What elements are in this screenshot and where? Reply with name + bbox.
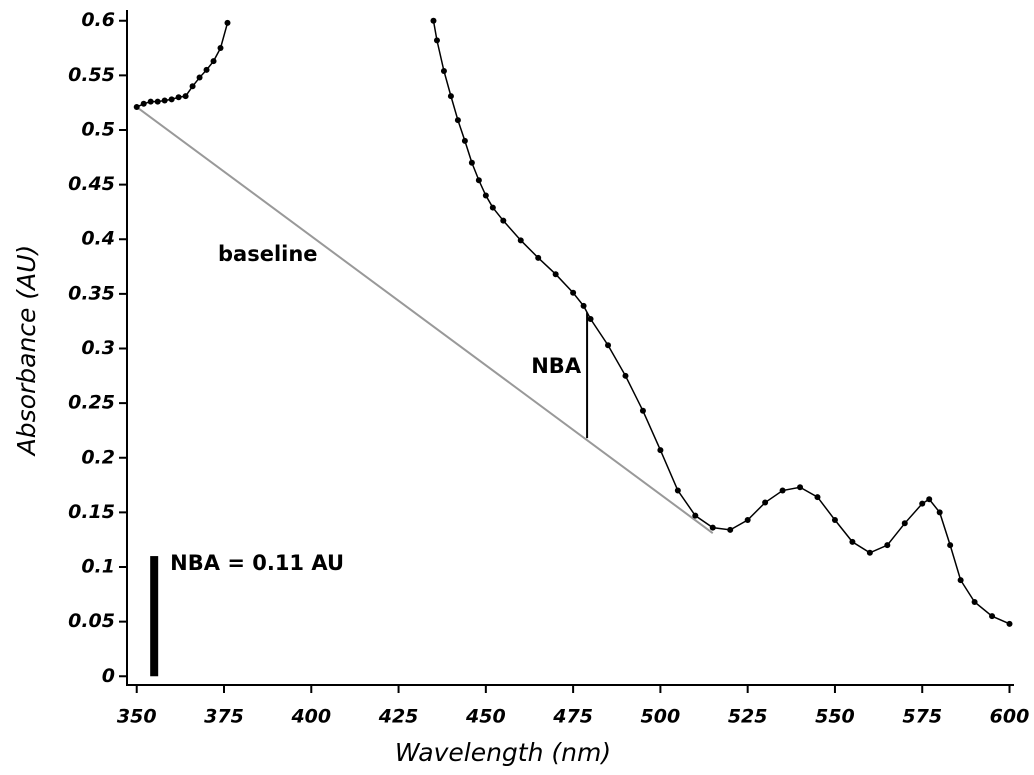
data-point [971,598,978,605]
data-point [797,484,804,491]
y-tick-label: 0.6 [81,9,115,31]
y-tick-label: 0.45 [68,173,115,195]
data-point [622,372,629,379]
data-point [140,100,147,107]
data-point [535,254,542,261]
data-point [947,542,954,549]
y-tick-label: 0.05 [68,610,115,632]
data-point [570,289,577,296]
y-tick-label: 0.2 [81,446,115,468]
data-point [430,17,437,24]
data-point [849,538,856,545]
data-point [147,98,154,105]
x-tick-label: 550 [815,706,855,728]
nba-bar [150,556,159,677]
data-point [175,94,182,101]
x-tick-label: 400 [290,706,331,728]
data-point [210,58,217,65]
y-tick-label: 0 [102,665,115,687]
nba-label: NBA [531,354,582,378]
data-point [454,117,461,124]
baseline-label: baseline [218,242,318,266]
y-tick-label: 0.55 [68,64,115,86]
data-point [587,316,594,323]
data-point [727,526,734,533]
data-point [196,74,203,81]
y-axis-label: Absorbance (AU) [12,245,41,458]
y-tick-label: 0.4 [81,228,115,250]
y-tick-label: 0.3 [81,337,115,359]
y-tick-label: 0.35 [68,282,115,304]
data-point [224,19,231,26]
nba-bar-label: NBA = 0.11 AU [170,551,344,575]
x-tick-label: 600 [990,706,1030,728]
x-tick-label: 350 [117,706,157,728]
series-line [136,20,1010,625]
y-tick-label: 0.5 [81,118,115,140]
data-point [657,447,664,454]
data-point [440,67,447,74]
data-point [989,613,996,620]
y-tick-label: 0.1 [81,556,115,578]
data-point [814,494,821,501]
data-point [884,542,891,549]
x-tick-label: 375 [204,706,244,728]
data-point [709,524,716,531]
data-point [936,509,943,516]
data-point [692,512,699,519]
x-axis-label: Wavelength (nm) [395,738,611,767]
data-point [957,577,964,584]
data-point [1006,620,1013,627]
x-tick-label: 475 [552,706,593,728]
baseline [136,106,714,534]
data-point [154,98,161,105]
data-point [461,137,468,144]
data-point [168,96,175,103]
data-point [926,496,933,503]
data-point [779,487,786,494]
data-point [203,66,210,73]
data-point [475,177,482,184]
data-point [161,97,168,104]
y-tick-label: 0.15 [68,501,115,523]
data-point [500,217,507,224]
data-point [189,83,196,90]
data-point [605,342,612,349]
data-point [866,549,873,556]
x-tick-label: 450 [465,706,506,728]
data-point [447,93,454,100]
data-point [133,104,140,111]
data-point [831,517,838,524]
data-point [639,407,646,414]
data-point [468,159,475,166]
data-point [674,487,681,494]
x-tick-label: 500 [641,706,681,728]
data-point [433,37,440,44]
y-tick-label: 0.25 [68,392,115,414]
data-point [217,45,224,52]
data-point [580,302,587,309]
data-point [182,93,189,100]
x-tick-label: 525 [728,706,768,728]
x-tick-label: 575 [902,706,942,728]
data-point [919,500,926,507]
data-point [744,517,751,524]
data-point [552,271,559,278]
data-point [762,499,769,506]
data-point [517,237,524,244]
data-point [901,520,908,527]
data-point [489,204,496,211]
x-tick-label: 425 [378,706,419,728]
data-point [482,192,489,199]
